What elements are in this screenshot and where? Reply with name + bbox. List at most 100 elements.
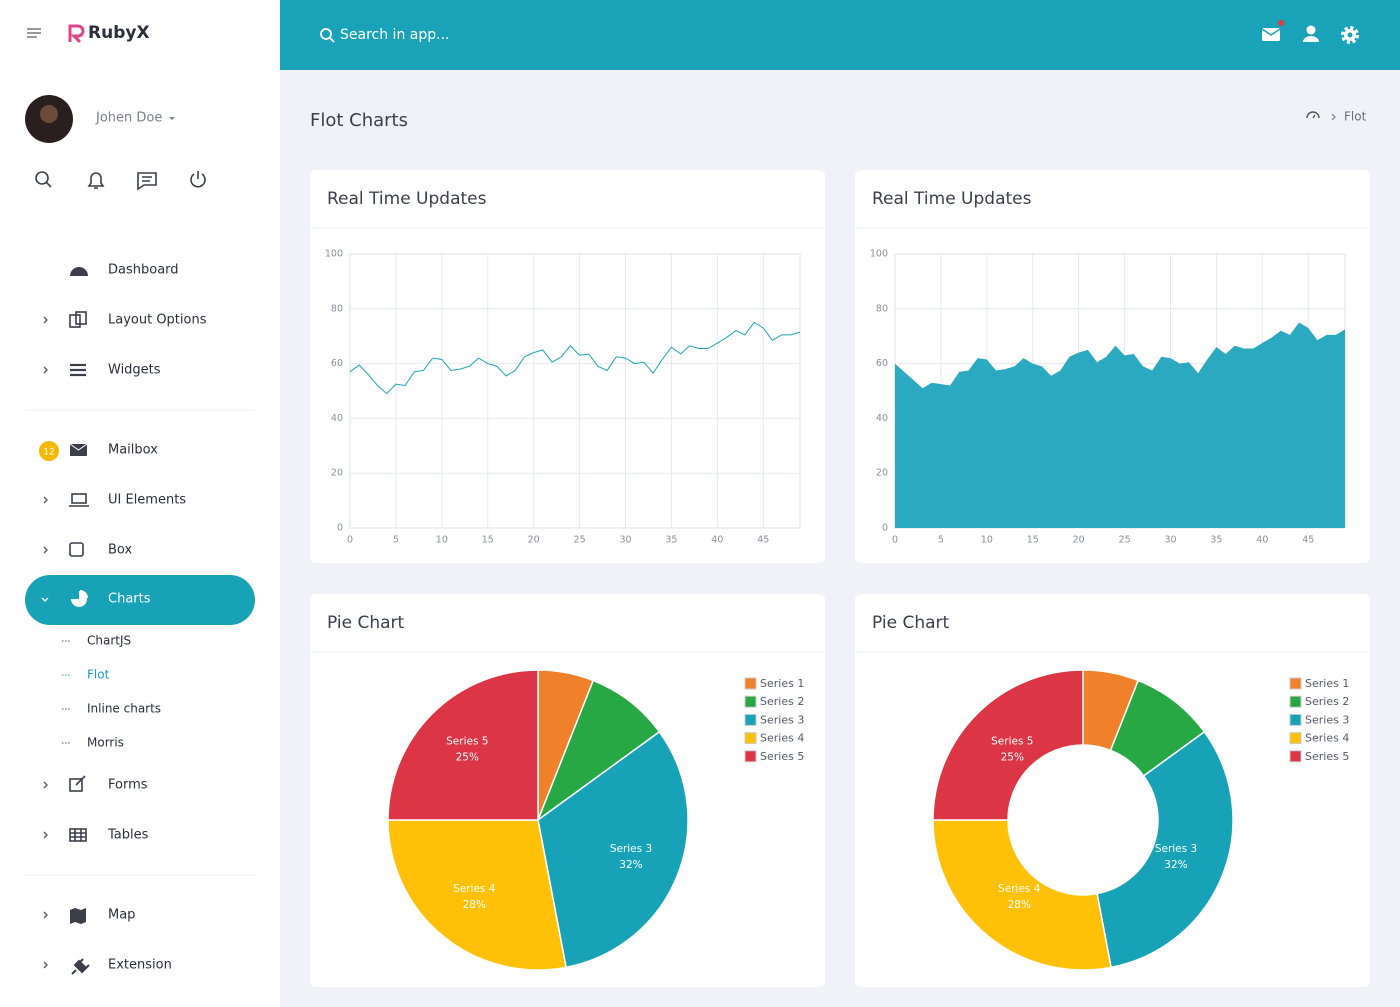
slice-name: Series 3 [610, 843, 652, 855]
legend-label: Series 3 [1305, 713, 1349, 726]
menu-item[interactable]: Forms [108, 778, 148, 793]
slice-name: Series 4 [998, 883, 1041, 895]
slice-label: 28% [463, 899, 486, 911]
x-tick-label: 30 [1164, 535, 1176, 546]
menu-chevrons [41, 316, 49, 969]
menu-item[interactable]: Mailbox [108, 443, 158, 458]
user-name[interactable]: Johen Doe [95, 111, 162, 126]
y-tick-label: 60 [331, 358, 343, 369]
y-tick-label: 0 [882, 523, 888, 534]
slice-label: 32% [619, 859, 642, 871]
user-caret [169, 117, 175, 120]
slice-name: Series 5 [991, 735, 1033, 747]
active-menu-highlight [25, 575, 255, 625]
search-icon-handle [329, 37, 335, 43]
submenu-bullets [62, 640, 71, 744]
x-tick-label: 45 [1302, 535, 1314, 546]
card-title: Pie Chart [872, 613, 950, 633]
x-tick-label: 0 [892, 535, 898, 546]
legend-swatch [1289, 677, 1302, 690]
pie-slice [387, 669, 539, 821]
x-tick-label: 20 [1073, 535, 1085, 546]
card [310, 170, 825, 563]
x-tick-label: 0 [347, 535, 353, 546]
mailbox-badge-count: 12 [43, 448, 54, 458]
submenu-item-active[interactable]: Flot [87, 668, 110, 682]
legend-label: Series 5 [1305, 750, 1349, 763]
legend-swatch [1289, 732, 1302, 745]
slice-name: Series 4 [453, 883, 496, 895]
x-tick-label: 25 [1119, 535, 1131, 546]
legend-label: Series 5 [760, 750, 804, 763]
slice-label: 25% [1001, 751, 1024, 763]
menu: Dashboard Layout Options Widgets Mailbox… [87, 263, 207, 973]
card-title: Pie Chart [327, 613, 405, 633]
x-tick-label: 35 [665, 535, 677, 546]
y-tick-label: 20 [876, 468, 888, 479]
menu-item[interactable]: Tables [107, 828, 149, 843]
legend-swatch [1289, 750, 1302, 763]
menu-item-active[interactable]: Charts [108, 592, 151, 607]
menu-item[interactable]: Map [108, 908, 135, 923]
y-tick-label: 60 [876, 358, 888, 369]
avatar-face [40, 105, 58, 123]
slice-label: 25% [456, 751, 479, 763]
mailbox-badge [39, 441, 59, 461]
x-tick-label: 30 [619, 535, 631, 546]
slice-label: 28% [1008, 899, 1031, 911]
menu-item[interactable]: Extension [108, 958, 172, 973]
x-tick-label: 5 [938, 535, 944, 546]
quick-icons[interactable] [35, 171, 206, 191]
legend-label: Series 1 [760, 677, 804, 690]
legend-swatch [1289, 695, 1302, 708]
menu-item[interactable]: Box [108, 543, 132, 558]
x-tick-label: 35 [1210, 535, 1222, 546]
submenu-item[interactable]: Morris [87, 736, 124, 750]
slice-name: Series 5 [446, 735, 488, 747]
menu-item[interactable]: Layout Options [108, 313, 207, 328]
line-series [349, 321, 801, 395]
topbar [280, 0, 1400, 70]
breadcrumb-current: Flot [1344, 110, 1367, 124]
y-tick-label: 40 [331, 413, 343, 424]
x-tick-label: 15 [1027, 535, 1039, 546]
brand-name[interactable]: RubyX [88, 23, 150, 43]
legend-label: Series 4 [1305, 732, 1349, 745]
search-icon [320, 28, 332, 40]
plot-border [349, 253, 801, 529]
sidebar [0, 0, 280, 1007]
menu-item[interactable]: Dashboard [108, 263, 179, 278]
topbar-icons[interactable] [1261, 20, 1359, 44]
area-series [895, 322, 1345, 528]
x-tick-label: 5 [393, 535, 399, 546]
x-tick-label: 10 [436, 535, 448, 546]
y-tick-label: 100 [870, 249, 888, 260]
x-tick-label: 10 [981, 535, 993, 546]
legend-label: Series 4 [760, 732, 804, 745]
x-tick-label: 40 [711, 535, 723, 546]
search-input[interactable]: Search in app... [340, 27, 449, 43]
submenu-item[interactable]: ChartJS [87, 634, 131, 648]
menu-toggle[interactable] [27, 28, 41, 38]
x-tick-label: 45 [757, 535, 769, 546]
pie-slice [387, 819, 567, 971]
brand-logo [68, 24, 85, 44]
y-tick-label: 80 [331, 303, 343, 314]
menu-item[interactable]: Widgets [108, 363, 161, 378]
y-tick-label: 0 [337, 523, 343, 534]
legend-swatch [744, 750, 757, 763]
menu-item[interactable]: UI Elements [108, 493, 186, 508]
legend-label: Series 3 [760, 713, 804, 726]
breadcrumb-home[interactable] [1306, 111, 1320, 119]
submenu-item[interactable]: Inline charts [87, 702, 161, 716]
x-tick-label: 15 [482, 535, 494, 546]
legend-swatch [744, 732, 757, 745]
pie-slice [536, 679, 661, 823]
breadcrumb-separator [1331, 113, 1336, 121]
card-title: Real Time Updates [872, 189, 1032, 209]
y-tick-label: 80 [876, 303, 888, 314]
x-tick-label: 25 [574, 535, 586, 546]
pie-slice [537, 730, 689, 969]
pie-slice [932, 819, 1112, 971]
